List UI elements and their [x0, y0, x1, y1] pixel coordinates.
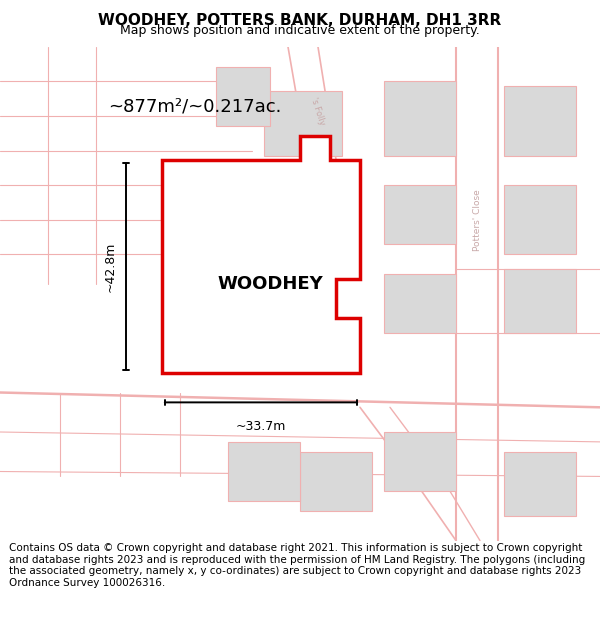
Text: ~877m²/~0.217ac.: ~877m²/~0.217ac. [108, 97, 281, 115]
Polygon shape [384, 185, 456, 244]
Polygon shape [234, 170, 318, 224]
Polygon shape [228, 442, 300, 501]
Polygon shape [192, 269, 276, 323]
Polygon shape [300, 452, 372, 511]
Polygon shape [384, 274, 456, 333]
Polygon shape [216, 67, 270, 126]
Polygon shape [192, 210, 276, 264]
Text: ~42.8m: ~42.8m [104, 241, 117, 292]
Polygon shape [504, 86, 576, 156]
Text: WOODHEY, POTTERS BANK, DURHAM, DH1 3RR: WOODHEY, POTTERS BANK, DURHAM, DH1 3RR [98, 13, 502, 28]
Polygon shape [192, 161, 276, 205]
Polygon shape [384, 81, 456, 156]
Polygon shape [504, 452, 576, 516]
Polygon shape [264, 91, 342, 156]
Text: WOODHEY: WOODHEY [217, 275, 323, 293]
Text: 's Folly: 's Folly [309, 96, 327, 126]
Polygon shape [504, 269, 576, 333]
Polygon shape [504, 185, 576, 254]
Text: Potters' Close: Potters' Close [473, 189, 482, 251]
Text: Contains OS data © Crown copyright and database right 2021. This information is : Contains OS data © Crown copyright and d… [9, 543, 585, 588]
Text: Map shows position and indicative extent of the property.: Map shows position and indicative extent… [120, 24, 480, 36]
Polygon shape [162, 136, 360, 372]
Text: ~33.7m: ~33.7m [236, 419, 286, 432]
Polygon shape [384, 432, 456, 491]
